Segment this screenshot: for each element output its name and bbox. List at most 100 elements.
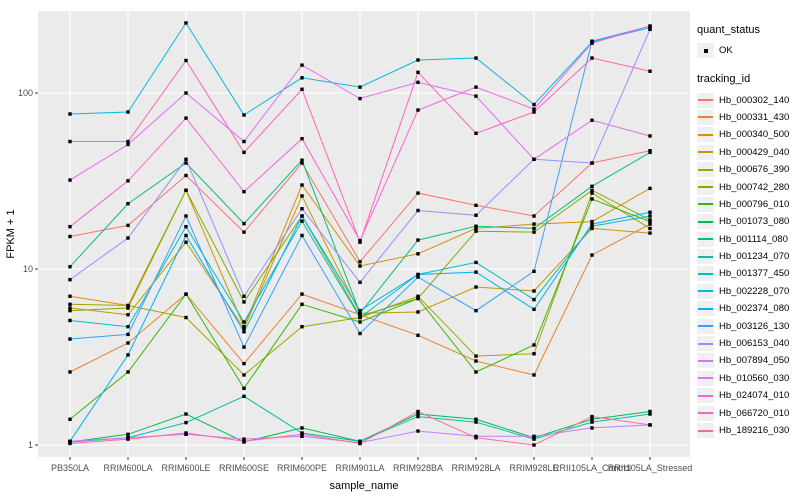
legend-key-swatch (697, 231, 714, 247)
data-point (184, 21, 188, 25)
data-point (358, 96, 362, 101)
data-point (184, 173, 188, 178)
legend-title-tracking-id: tracking_id (697, 73, 751, 86)
data-point (532, 157, 536, 162)
legend-item: Hb_007894_050 (697, 352, 797, 369)
legend-item-label: Hb_001234_070 (719, 251, 790, 263)
data-point (648, 134, 652, 138)
x-axis-tick-labels: PB350LA RRIM600LA RRIM600LE RRIM600SE RRIM60… (51, 463, 692, 473)
data-point (358, 260, 362, 264)
data-point (126, 325, 130, 329)
data-point (184, 161, 188, 165)
axis-ticks (35, 92, 651, 460)
legend-item-label: Hb_000742_280 (719, 181, 790, 193)
legend-item-label: Hb_000429_040 (719, 146, 790, 158)
legend-item: Hb_003126_130 (697, 317, 797, 334)
legend-item: Hb_000429_040 (697, 144, 797, 161)
data-point (590, 219, 594, 224)
data-point (242, 361, 246, 366)
data-point (416, 414, 420, 419)
data-point (242, 437, 246, 441)
data-point (474, 417, 478, 421)
data-point (358, 320, 362, 324)
data-point (648, 69, 652, 73)
data-point (474, 85, 478, 89)
data-point (68, 306, 72, 310)
data-point (532, 230, 536, 234)
x-tick-label: RRIM901LA (335, 463, 384, 473)
x-tick-label: PB350LA (51, 463, 89, 473)
data-point (126, 353, 130, 357)
data-point (358, 264, 362, 268)
data-point (648, 222, 652, 226)
data-point (648, 186, 652, 191)
data-point (242, 150, 246, 155)
data-point (242, 386, 246, 390)
data-point (68, 308, 72, 313)
data-point (474, 270, 478, 274)
data-point (184, 116, 188, 120)
data-point (300, 219, 304, 223)
y-tick-label: 1 (28, 440, 33, 450)
data-point (358, 311, 362, 316)
data-point (358, 441, 362, 446)
data-point (358, 308, 362, 313)
data-point (126, 341, 130, 345)
data-point (68, 370, 72, 374)
data-point (532, 110, 536, 114)
data-point (532, 289, 536, 293)
data-point (474, 226, 478, 231)
data-point (532, 343, 536, 347)
data-point (126, 437, 130, 441)
legend-item-ok: OK (697, 42, 797, 59)
legend-item-label: Hb_001114_080 (719, 233, 788, 245)
data-point (184, 58, 188, 63)
data-point (416, 252, 420, 256)
legend-item-label: Hb_010560_030 (719, 372, 790, 384)
data-point (242, 139, 246, 144)
legend-item: Hb_010560_030 (697, 370, 797, 387)
data-point (532, 434, 536, 439)
legend-item: Hb_001377_450 (697, 265, 797, 282)
data-point (474, 285, 478, 289)
data-point (590, 420, 594, 424)
data-point (474, 260, 478, 265)
data-point (242, 230, 246, 234)
legend-key-swatch (697, 162, 714, 178)
legend-item: Hb_000340_500 (697, 126, 797, 143)
data-point (590, 224, 594, 228)
legend-item: Hb_066720_010 (697, 404, 797, 421)
data-point (126, 110, 130, 114)
data-point (184, 412, 188, 416)
data-point (532, 307, 536, 312)
data-point (474, 370, 478, 374)
data-point (590, 426, 594, 430)
data-point (300, 158, 304, 162)
data-point (416, 294, 420, 298)
data-point (242, 345, 246, 349)
legend-item-label: Hb_000676_390 (719, 164, 790, 176)
data-point (474, 131, 478, 136)
legend-item-label: Hb_000331_430 (719, 111, 790, 123)
data-point (416, 272, 420, 277)
data-point (532, 443, 536, 447)
data-point (300, 183, 304, 187)
data-point (416, 238, 420, 242)
y-tick-label: 100 (18, 88, 33, 98)
data-point (300, 87, 304, 91)
data-point (590, 414, 594, 419)
data-point (300, 233, 304, 238)
data-point (68, 302, 72, 307)
legend-key-swatch (697, 196, 714, 212)
data-point (416, 310, 420, 314)
data-point (184, 233, 188, 238)
data-point (126, 312, 130, 317)
legend-key-swatch (697, 405, 714, 421)
x-tick-label: RRIM600SE (219, 463, 269, 473)
data-point (590, 41, 594, 45)
data-point (126, 179, 130, 183)
legend-key-swatch (697, 336, 714, 352)
legend-item: Hb_000302_140 (697, 91, 797, 108)
legend-item-label: Hb_000302_140 (719, 94, 790, 106)
data-point (242, 373, 246, 377)
